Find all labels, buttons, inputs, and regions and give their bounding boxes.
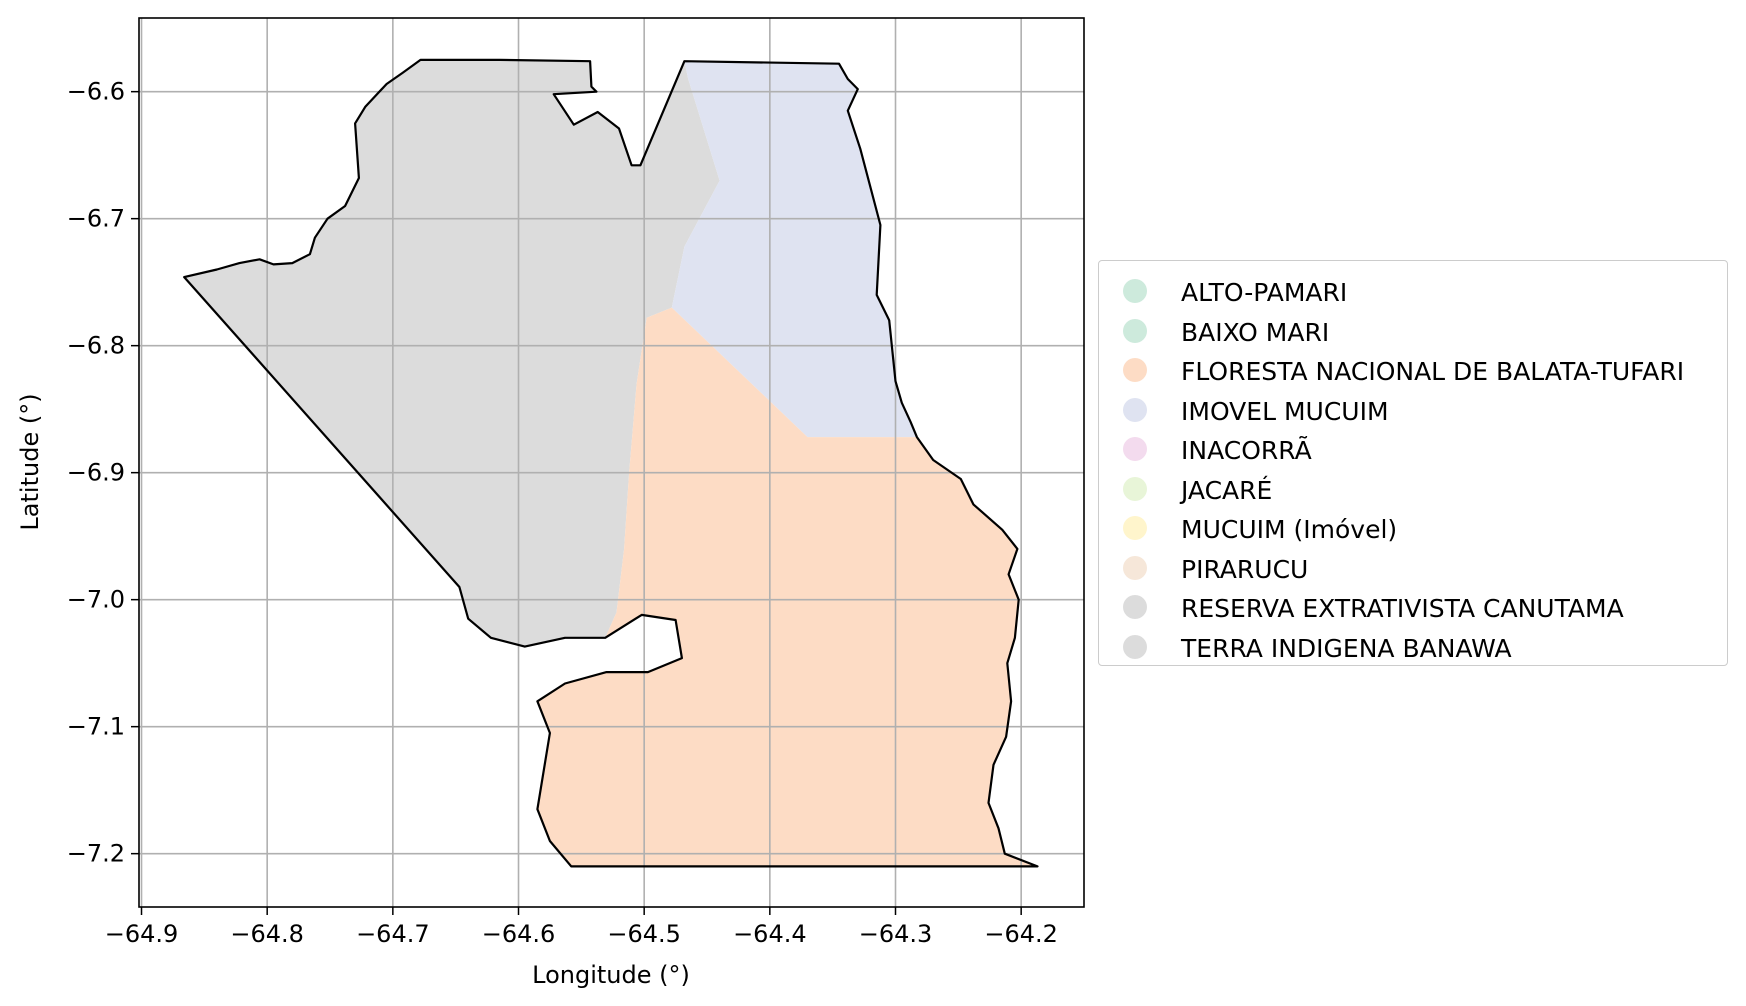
legend-item: PIRARUCU <box>1099 548 1727 588</box>
y-axis-label: Latitude (°) <box>16 393 44 530</box>
y-tick-label: −6.9 <box>67 459 125 487</box>
legend-item: TERRA INDIGENA BANAWA <box>1099 627 1727 667</box>
legend-item: ALTO-PAMARI <box>1099 271 1727 311</box>
legend: ALTO-PAMARI BAIXO MARI FLORESTA NACIONAL D… <box>1098 260 1728 666</box>
legend-item: INACORRÃ <box>1099 429 1727 469</box>
legend-marker-icon <box>1123 437 1147 461</box>
legend-label: FLORESTA NACIONAL DE BALATA-TUFARI <box>1181 357 1685 386</box>
boundary-outline-layer <box>183 58 1039 868</box>
legend-marker-icon <box>1123 634 1147 659</box>
y-tick-label: −6.8 <box>67 332 125 360</box>
y-axis-ticks: −6.6 −6.7 −6.8 −6.9 −7.0 −7.1 −7.2 <box>67 78 139 868</box>
legend-item: FLORESTA NACIONAL DE BALATA-TUFARI <box>1099 350 1727 390</box>
x-tick-label: −64.8 <box>230 920 304 948</box>
x-tick-label: −64.9 <box>105 920 179 948</box>
legend-label: JACARÉ <box>1181 475 1273 505</box>
legend-item: MUCUIM (Imóvel) <box>1099 508 1727 548</box>
legend-marker-icon <box>1123 358 1147 382</box>
legend-marker-icon <box>1123 555 1147 580</box>
y-tick-label: −6.7 <box>67 205 125 233</box>
region-reserva-extrativista-canutama <box>184 59 720 647</box>
plot-frame <box>138 17 1085 908</box>
legend-label: BAIXO MARI <box>1181 317 1330 347</box>
x-tick-label: −64.2 <box>984 920 1058 948</box>
x-tick-label: −64.5 <box>607 920 681 948</box>
region-imovel-mucuim <box>671 61 917 438</box>
y-tick-label: −7.0 <box>67 586 125 614</box>
legend-item: IMOVEL MUCUIM <box>1099 390 1727 430</box>
legend-label: IMOVEL MUCUIM <box>1181 396 1389 426</box>
x-tick-label: −64.6 <box>482 920 556 948</box>
boundary-outline <box>183 58 1039 868</box>
legend-label: PIRARUCU <box>1181 554 1309 584</box>
gridlines <box>139 18 1084 907</box>
legend-marker-icon <box>1123 318 1147 343</box>
y-tick-label: −7.2 <box>67 840 125 868</box>
legend-marker-icon <box>1123 595 1147 619</box>
legend-label: TERRA INDIGENA BANAWA <box>1181 633 1512 663</box>
legend-item: BAIXO MARI <box>1099 311 1727 351</box>
x-tick-label: −64.4 <box>733 920 807 948</box>
legend-item: JACARÉ <box>1099 469 1727 509</box>
x-tick-label: −64.7 <box>356 920 430 948</box>
legend-marker-icon <box>1123 516 1147 540</box>
legend-label: RESERVA EXTRATIVISTA CANUTAMA <box>1181 594 1624 623</box>
legend-marker-icon <box>1123 279 1147 303</box>
legend-marker-icon <box>1123 397 1147 422</box>
y-tick-label: −6.6 <box>67 78 125 106</box>
legend-label: ALTO-PAMARI <box>1181 278 1348 307</box>
x-axis-label: Longitude (°) <box>532 961 690 989</box>
legend-label: MUCUIM (Imóvel) <box>1181 515 1398 544</box>
legend-marker-icon <box>1123 476 1147 501</box>
x-axis-ticks: −64.9 −64.8 −64.7 −64.6 −64.5 −64.4 −64.3 −64.2 <box>105 907 1058 948</box>
legend-label: INACORRÃ <box>1181 436 1312 465</box>
x-tick-label: −64.3 <box>859 920 933 948</box>
map-regions <box>184 59 1038 867</box>
y-tick-label: −7.1 <box>67 713 125 741</box>
legend-item: RESERVA EXTRATIVISTA CANUTAMA <box>1099 587 1727 627</box>
